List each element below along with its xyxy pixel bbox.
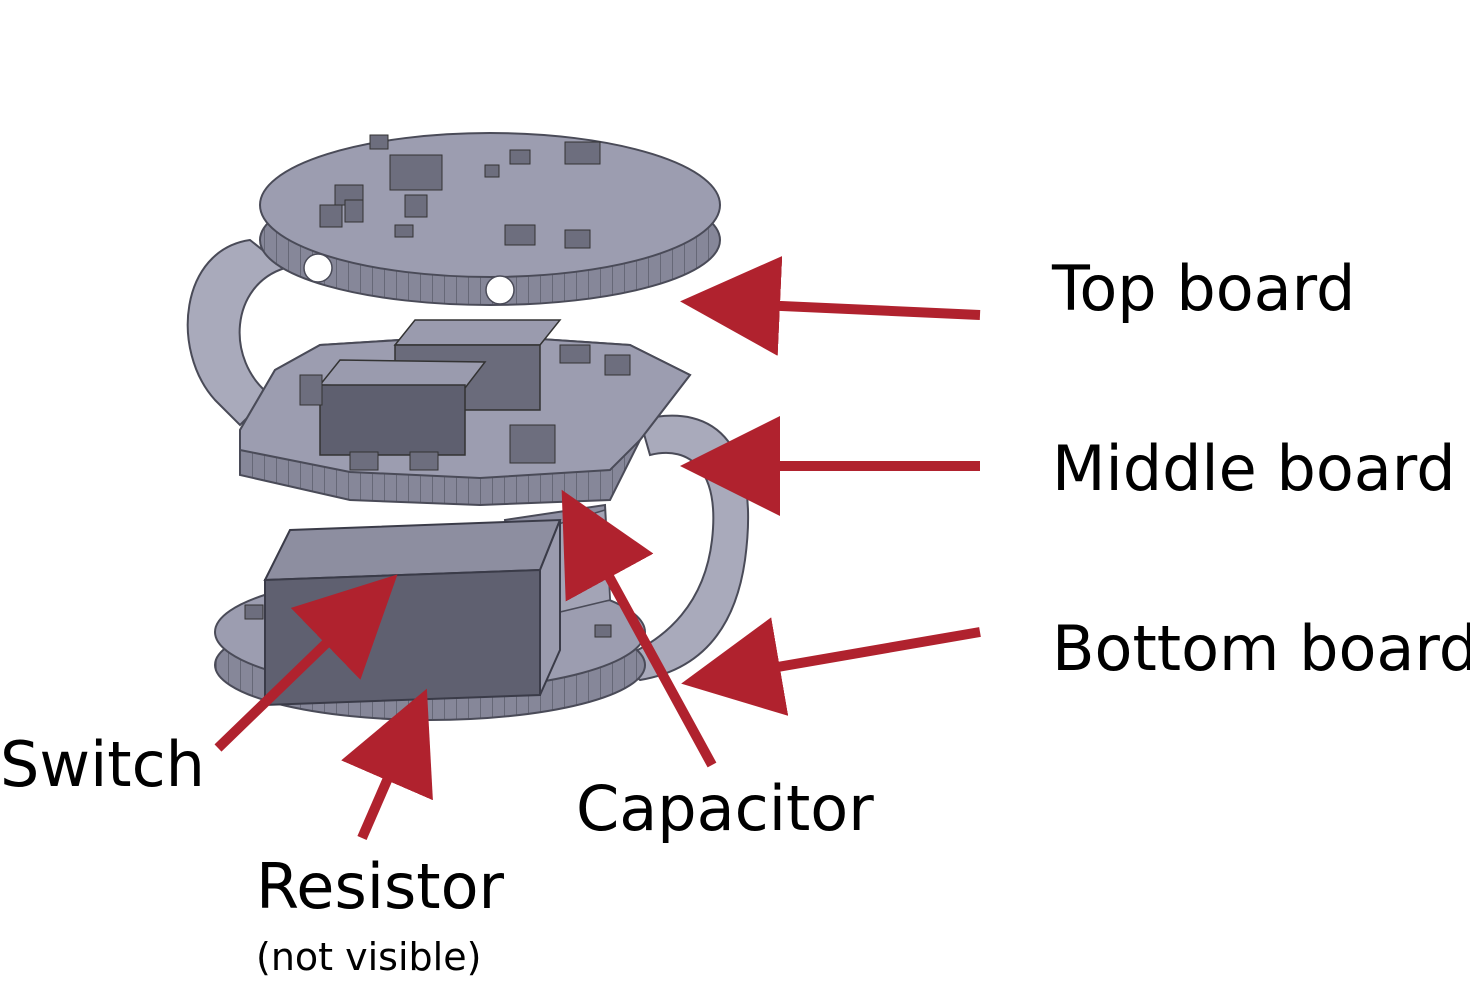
flex-cable-left xyxy=(186,238,288,427)
label-switch: Switch xyxy=(0,728,205,801)
arrow-capacitor xyxy=(561,489,717,768)
switch-component xyxy=(263,518,562,707)
arrow-resistor xyxy=(341,688,433,840)
label-resistor-note: (not visible) xyxy=(256,935,482,979)
label-middle-board: Middle board xyxy=(1052,432,1456,505)
middle-board xyxy=(239,319,692,507)
arrow-top-board xyxy=(680,255,981,356)
arrow-bottom-board xyxy=(681,617,981,716)
arrow-switch xyxy=(214,574,398,752)
label-capacitor: Capacitor xyxy=(576,772,874,845)
label-bottom-board: Bottom board xyxy=(1052,612,1470,685)
label-top-board: Top board xyxy=(1052,252,1356,325)
top-board xyxy=(259,132,721,306)
label-resistor: Resistor xyxy=(256,850,504,923)
